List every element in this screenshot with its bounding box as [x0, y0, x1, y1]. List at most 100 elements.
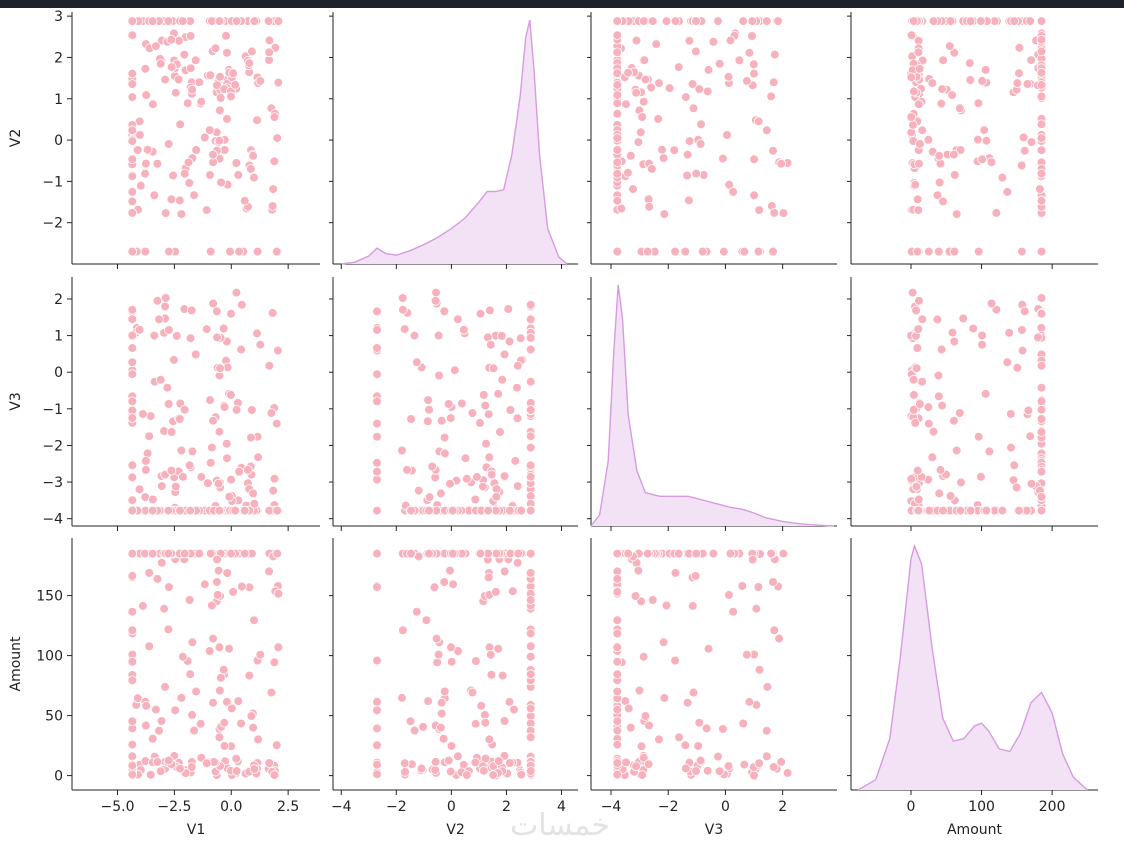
scatter-point: [1036, 505, 1047, 516]
scatter-point: [226, 474, 236, 485]
scatter-point: [1036, 382, 1047, 393]
scatter-point: [244, 58, 255, 68]
scatter-point: [1036, 195, 1047, 206]
scatter-point: [228, 68, 238, 78]
scatter-point: [166, 427, 177, 437]
scatter-point: [703, 65, 714, 75]
scatter-point: [176, 209, 187, 219]
scatter-point: [934, 488, 944, 499]
scatter-point: [127, 369, 138, 380]
scatter-point: [204, 646, 215, 656]
scatter-point: [1012, 362, 1023, 373]
scatter-point: [173, 74, 184, 85]
scatter-point: [612, 246, 623, 257]
x-tick-label: 2: [502, 799, 511, 815]
scatter-point: [737, 581, 748, 591]
scatter-point: [436, 488, 446, 499]
scatter-point: [623, 548, 633, 559]
scatter-point: [1014, 68, 1024, 78]
scatter-point: [422, 416, 433, 427]
scatter-point: [951, 209, 962, 219]
scatter-point: [140, 168, 150, 179]
scatter-point: [273, 588, 284, 599]
scatter-point: [141, 465, 151, 475]
scatter-point: [708, 36, 719, 47]
scatter-point: [212, 332, 222, 343]
x-axis-label: V2: [446, 822, 464, 838]
scatter-point: [185, 669, 196, 679]
scatter-point: [171, 87, 181, 98]
scatter-point: [470, 757, 481, 768]
scatter-point: [924, 505, 934, 516]
scatter-point: [965, 505, 976, 516]
scatter-point: [908, 374, 919, 385]
scatter-point: [239, 548, 250, 559]
scatter-point: [670, 568, 681, 578]
scatter-point: [212, 306, 222, 317]
scatter-point: [949, 336, 960, 347]
y-tick-label: 50: [45, 709, 63, 725]
y-tick-label: 1: [54, 329, 63, 345]
scatter-point: [372, 548, 382, 559]
scatter-point: [152, 295, 163, 306]
x-tick-label: 0.0: [220, 799, 242, 815]
scatter-point: [200, 132, 210, 143]
scatter-point: [642, 246, 653, 257]
scatter-point: [413, 485, 424, 496]
scatter-point: [1026, 55, 1036, 65]
y-tick-label: 0: [54, 769, 63, 785]
scatter-point: [205, 395, 215, 405]
scatter-point: [255, 339, 266, 350]
scatter-point: [484, 734, 495, 745]
scatter-point: [195, 718, 206, 729]
scatter-point: [397, 293, 408, 303]
scatter-point: [911, 305, 921, 316]
scatter-point: [446, 741, 457, 751]
scatter-point: [525, 669, 536, 679]
scatter-point: [932, 314, 943, 325]
scatter-point: [1036, 466, 1047, 477]
scatter-point: [269, 770, 280, 780]
scatter-point: [493, 756, 504, 766]
scatter-point: [449, 365, 460, 376]
scatter-point: [742, 76, 752, 86]
scatter-point: [973, 246, 984, 257]
scatter-point: [201, 324, 212, 334]
scatter-point: [273, 16, 284, 26]
scatter-point: [1009, 460, 1019, 471]
scatter-point: [475, 548, 486, 559]
scatter-point: [208, 149, 218, 160]
scatter-point: [1036, 491, 1047, 502]
scatter-point: [525, 568, 536, 578]
scatter-point: [1005, 409, 1016, 419]
scatter-point: [612, 669, 623, 679]
scatter-point: [400, 767, 410, 777]
scatter-point: [937, 400, 947, 411]
scatter-point: [744, 47, 755, 58]
scatter-point: [411, 606, 422, 617]
scatter-point: [723, 761, 734, 771]
scatter-point: [372, 505, 382, 516]
scatter-point: [623, 703, 634, 714]
scatter-point: [461, 473, 472, 484]
scatter-point: [372, 306, 382, 317]
scatter-point: [175, 414, 185, 424]
scatter-point: [237, 299, 247, 310]
scatter-point: [525, 651, 536, 662]
scatter-point: [214, 732, 225, 743]
scatter-point: [483, 409, 494, 420]
x-axis-label: V3: [705, 822, 723, 838]
scatter-point: [525, 333, 536, 343]
scatter-point: [631, 761, 641, 772]
scatter-point: [695, 139, 706, 149]
scatter-point: [144, 431, 155, 442]
scatter-point: [160, 682, 170, 692]
scatter-point: [525, 405, 536, 415]
scatter-point: [719, 246, 729, 257]
scatter-point: [932, 190, 943, 201]
scatter-point: [269, 657, 280, 668]
scatter-point: [1036, 308, 1047, 319]
scatter-point: [625, 151, 636, 161]
scatter-point: [768, 246, 778, 257]
scatter-point: [525, 548, 536, 559]
